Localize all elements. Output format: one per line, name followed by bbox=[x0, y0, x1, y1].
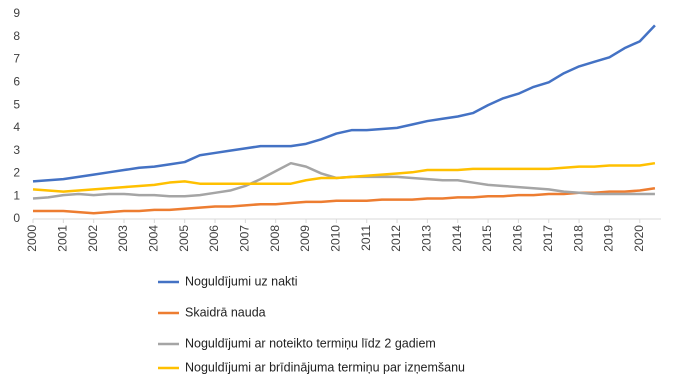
x-tick-label: 2014 bbox=[450, 225, 464, 252]
x-tick-label: 2018 bbox=[571, 225, 585, 252]
x-tick-label: 2013 bbox=[420, 225, 434, 252]
x-tick-label: 2015 bbox=[480, 225, 494, 252]
legend-label: Noguldījumi ar noteikto termiņu līdz 2 g… bbox=[185, 336, 436, 350]
x-tick-label: 2005 bbox=[177, 225, 191, 252]
legend-label: Skaidrā nauda bbox=[185, 305, 266, 319]
x-tick-label: 2019 bbox=[602, 225, 616, 252]
y-tick-label: 6 bbox=[13, 75, 20, 89]
y-tick-label: 8 bbox=[13, 29, 20, 43]
series-line bbox=[33, 187, 656, 215]
x-tick-label: 2004 bbox=[147, 225, 161, 252]
x-tick-label: 2012 bbox=[389, 225, 403, 252]
x-tick-label: 2020 bbox=[632, 225, 646, 252]
series-line bbox=[32, 161, 656, 193]
legend-label: Noguldījumi ar brīdinājuma termiņu par i… bbox=[185, 360, 465, 374]
y-tick-label: 3 bbox=[13, 143, 20, 157]
series-line bbox=[32, 24, 656, 183]
x-tick-label: 2006 bbox=[207, 225, 221, 252]
y-tick-label: 9 bbox=[13, 6, 20, 20]
x-tick-label: 2008 bbox=[268, 225, 282, 252]
x-tick-label: 2003 bbox=[116, 225, 130, 252]
x-tick-label: 2009 bbox=[298, 225, 312, 252]
x-tick-label: 2016 bbox=[511, 225, 525, 252]
x-tick-label: 2007 bbox=[238, 225, 252, 252]
y-tick-label: 4 bbox=[13, 120, 20, 134]
y-tick-label: 1 bbox=[13, 188, 20, 202]
x-tick-label: 2011 bbox=[359, 225, 373, 251]
legend-label: Noguldījumi uz nakti bbox=[185, 274, 298, 288]
y-tick-label: 5 bbox=[13, 97, 20, 111]
y-tick-label: 0 bbox=[13, 211, 20, 225]
x-tick-label: 2000 bbox=[25, 225, 39, 252]
y-tick-label: 2 bbox=[13, 166, 20, 180]
y-tick-label: 7 bbox=[13, 52, 20, 66]
x-tick-label: 2002 bbox=[86, 225, 100, 252]
x-tick-label: 2010 bbox=[329, 225, 343, 252]
x-tick-label: 2001 bbox=[56, 225, 70, 252]
x-tick-label: 2017 bbox=[541, 225, 555, 252]
